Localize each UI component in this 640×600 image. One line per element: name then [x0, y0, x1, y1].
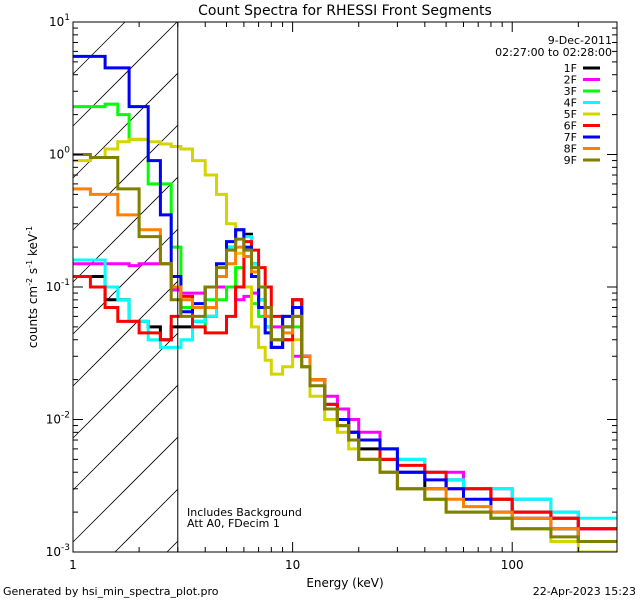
legend-label-9F: 9F [564, 154, 577, 167]
time-range-label: 02:27:00 to 02:28:00 [495, 46, 612, 59]
series-line-9F [73, 153, 617, 543]
series-line-3F [73, 102, 617, 543]
series-line-8F [73, 187, 617, 543]
hatch-line [72, 280, 179, 387]
y-tick-label: 10-2 [46, 411, 70, 427]
legend-label-6F: 6F [564, 120, 577, 133]
hatch-line [166, 540, 179, 553]
y-tick-label: 100 [49, 146, 70, 162]
x-tick-label: 100 [501, 558, 524, 572]
annotation-attenuator: Att A0, FDecim 1 [187, 517, 280, 530]
legend-label-4F: 4F [564, 97, 577, 110]
hatch-line [72, 21, 126, 75]
footer-generated-by: Generated by hsi_min_spectra_plot.pro [3, 585, 219, 598]
hatch-line [72, 21, 178, 127]
series-line-6F [73, 240, 617, 531]
date-label: 9-Dec-2011 [548, 34, 612, 47]
annotation-background: Includes Background [187, 506, 302, 519]
hatch-line [114, 488, 179, 553]
y-tick-label: 10-1 [46, 278, 70, 294]
hatch-line [72, 384, 179, 491]
x-axis-label: Energy (keV) [306, 576, 383, 590]
series-line-2F [73, 262, 617, 531]
plot-frame [72, 21, 618, 553]
legend-label-2F: 2F [564, 74, 577, 87]
hatch-line [72, 332, 179, 439]
hatched-region [72, 21, 179, 553]
y-axis-label: counts cm-2 s-1 keV-1 [25, 226, 40, 348]
legend-label-3F: 3F [564, 85, 577, 98]
hatch-line [72, 176, 179, 283]
hatch-line [72, 228, 179, 335]
series-line-5F [73, 137, 617, 552]
series-line-7F [73, 54, 617, 543]
chart-title: Count Spectra for RHESSI Front Segments [198, 3, 492, 19]
hatch-line [72, 72, 179, 179]
series-line-4F [73, 228, 617, 520]
footer-timestamp: 22-Apr-2023 15:23 [533, 585, 636, 598]
legend-label-1F: 1F [564, 62, 577, 75]
x-tick-label: 1 [69, 558, 77, 572]
y-tick-label: 10-3 [46, 543, 70, 559]
x-tick-label: 10 [285, 558, 300, 572]
legend-label-5F: 5F [564, 108, 577, 121]
y-tick-label: 101 [49, 13, 70, 29]
hatch-line [72, 436, 179, 543]
series-line-1F [73, 228, 617, 531]
legend-label-7F: 7F [564, 131, 577, 144]
legend-label-8F: 8F [564, 143, 577, 156]
